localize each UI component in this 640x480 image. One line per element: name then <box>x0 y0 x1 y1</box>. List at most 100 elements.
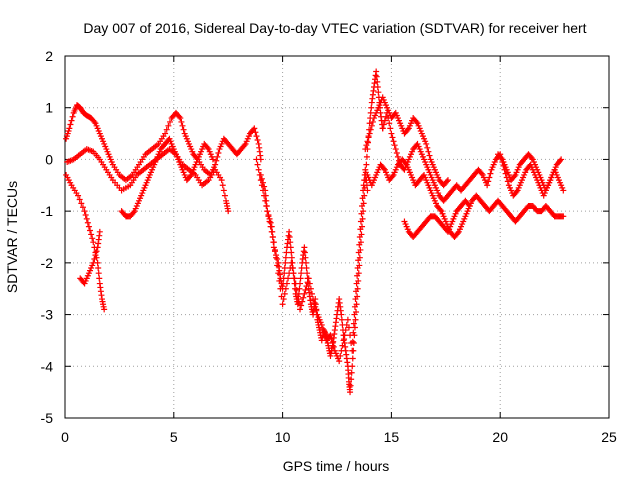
x-tick-label: 25 <box>601 429 617 445</box>
data-point <box>389 134 396 141</box>
data-point <box>336 358 343 365</box>
x-tick-label: 10 <box>275 429 291 445</box>
data-point <box>350 320 357 327</box>
data-point <box>66 125 73 132</box>
data-point <box>359 202 366 209</box>
data-point <box>177 115 184 122</box>
data-point <box>79 204 86 211</box>
data-point <box>347 332 354 339</box>
data-point <box>215 149 222 156</box>
data-point <box>288 254 295 261</box>
data-point <box>351 324 358 331</box>
data-point <box>165 122 172 129</box>
data-point <box>375 89 382 96</box>
axis-ticks: 0 5 10 15 20 25 -5 -4 -3 -2 -1 0 1 2 <box>41 48 617 445</box>
x-tick-label: 5 <box>170 429 178 445</box>
data-point <box>466 202 473 209</box>
data-point <box>340 337 347 344</box>
data-point <box>75 192 82 199</box>
data-point <box>301 249 308 256</box>
data-point <box>289 265 296 272</box>
y-tick-label: -2 <box>41 255 54 271</box>
data-point <box>354 272 361 279</box>
data-point <box>369 118 376 125</box>
y-tick-label: 1 <box>45 100 53 116</box>
data-point <box>163 126 170 133</box>
data-point <box>83 215 90 222</box>
data-point <box>313 307 320 314</box>
data-point <box>303 283 310 290</box>
data-point <box>302 254 309 261</box>
data-point <box>330 343 337 350</box>
data-point <box>338 311 345 318</box>
series-track-b <box>63 171 108 313</box>
data-point <box>478 170 485 177</box>
data-point <box>280 296 287 303</box>
y-tick-label: -3 <box>41 307 54 323</box>
y-tick-label: 0 <box>45 151 53 167</box>
data-point <box>394 153 401 160</box>
data-point <box>353 288 360 295</box>
data-point <box>68 117 75 124</box>
series-track-i <box>362 94 451 189</box>
data-point <box>267 223 274 230</box>
data-point <box>487 170 494 177</box>
data-point <box>276 277 283 284</box>
data-point <box>306 280 313 287</box>
data-point <box>413 118 420 125</box>
data-point <box>359 195 366 202</box>
data-point <box>260 187 267 194</box>
data-point <box>349 338 356 345</box>
data-point <box>319 325 326 332</box>
series-track-l <box>495 151 567 194</box>
data-point <box>254 161 261 168</box>
data-point <box>213 157 220 164</box>
data-point <box>282 254 289 261</box>
data-point <box>279 301 286 308</box>
data-point <box>221 192 228 199</box>
y-tick-label: -5 <box>41 410 54 426</box>
data-point <box>302 287 309 294</box>
data-point <box>288 259 295 266</box>
data-point <box>362 146 369 153</box>
data-point <box>351 303 358 310</box>
data-point <box>338 347 345 354</box>
data-point <box>349 347 356 354</box>
data-point <box>312 303 319 310</box>
data-point <box>84 219 91 226</box>
data-point <box>255 166 262 173</box>
data-point <box>339 342 346 349</box>
data-point <box>303 265 310 272</box>
data-point <box>560 187 567 194</box>
data-point <box>282 285 289 292</box>
data-point <box>241 142 248 149</box>
data-point <box>294 293 301 300</box>
data-point <box>95 270 102 277</box>
data-point <box>347 389 354 396</box>
data-point <box>301 290 308 297</box>
data-point <box>426 152 433 159</box>
data-point <box>355 257 362 264</box>
data-point <box>275 270 282 277</box>
data-point <box>300 294 307 301</box>
data-point <box>85 223 92 230</box>
data-point <box>88 231 95 238</box>
data-point <box>311 299 318 306</box>
data-point <box>444 177 451 184</box>
data-point <box>258 175 265 182</box>
data-point <box>76 196 83 203</box>
data-point <box>274 262 281 269</box>
data-point <box>365 134 372 141</box>
data-point <box>90 259 97 266</box>
data-point <box>349 355 356 362</box>
series-track-f <box>257 68 386 396</box>
data-point <box>402 160 409 167</box>
data-point <box>225 208 232 215</box>
data-point <box>558 156 565 163</box>
data-point <box>352 296 359 303</box>
data-point <box>329 340 336 347</box>
data-point <box>301 244 308 251</box>
x-tick-label: 20 <box>492 429 508 445</box>
data-point <box>96 228 103 235</box>
